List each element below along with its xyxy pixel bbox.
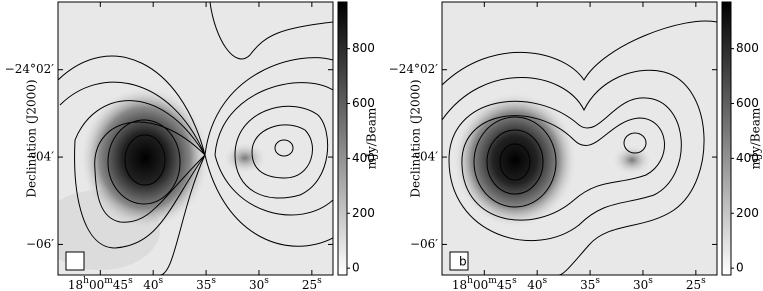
y-tick-label: −06′ [410, 237, 438, 251]
colorbar-tick-label: 800 [352, 41, 375, 55]
colorbar-tick-label: 600 [736, 96, 759, 110]
colorbar-tick-label: 0 [736, 261, 744, 275]
image [442, 2, 717, 275]
x-tick-label: 25s [686, 276, 706, 291]
panel-a: a 18h00m45s40s35s30s25s−24°02′−04′−06′De… [5, 1, 379, 291]
colorbar [721, 1, 732, 276]
x-tick-label: 30s [249, 276, 269, 291]
colorbar-tick-label: 0 [352, 261, 360, 275]
image [58, 2, 333, 275]
colorbar-tick-label: 200 [736, 206, 759, 220]
panel-label: b [459, 255, 467, 269]
colorbar-tick-label: 400 [352, 151, 375, 165]
panel-label-box [449, 251, 469, 271]
colorbar-tick-label: 800 [736, 41, 759, 55]
y-axis-label: Declination (J2000) [409, 79, 423, 197]
y-tick-label: −04′ [410, 150, 438, 164]
x-tick-label: 18h00m45s [452, 276, 517, 291]
y-tick-label: −06′ [26, 237, 54, 251]
colorbar [337, 1, 348, 276]
colorbar-tick-label: 400 [736, 151, 759, 165]
x-tick-label: 35s [580, 276, 600, 291]
x-tick-label: 35s [196, 276, 216, 291]
colorbar-tick-label: 600 [352, 96, 375, 110]
colorbar-tick-label: 200 [352, 206, 375, 220]
colorbar-label: mJy/Beam [749, 107, 763, 169]
colorbar-label: mJy/Beam [365, 107, 379, 169]
panel-b: b 18h00m45s 40s 35s 30s 25s −24°02′ −04′ −06′ De… [389, 1, 763, 291]
y-axis-label: Declination (J2000) [25, 79, 39, 197]
x-tick-label: 30s [633, 276, 653, 291]
y-tick-label: −24°02′ [5, 62, 55, 76]
x-tick-label: 40s [143, 276, 163, 291]
y-tick-label: −04′ [26, 150, 54, 164]
x-tick-label: 25s [302, 276, 322, 291]
y-tick-label: −24°02′ [389, 62, 439, 76]
panel-label-box [65, 251, 85, 271]
x-tick-label: 18h00m45s [68, 276, 133, 291]
x-tick-label: 40s [527, 276, 547, 291]
